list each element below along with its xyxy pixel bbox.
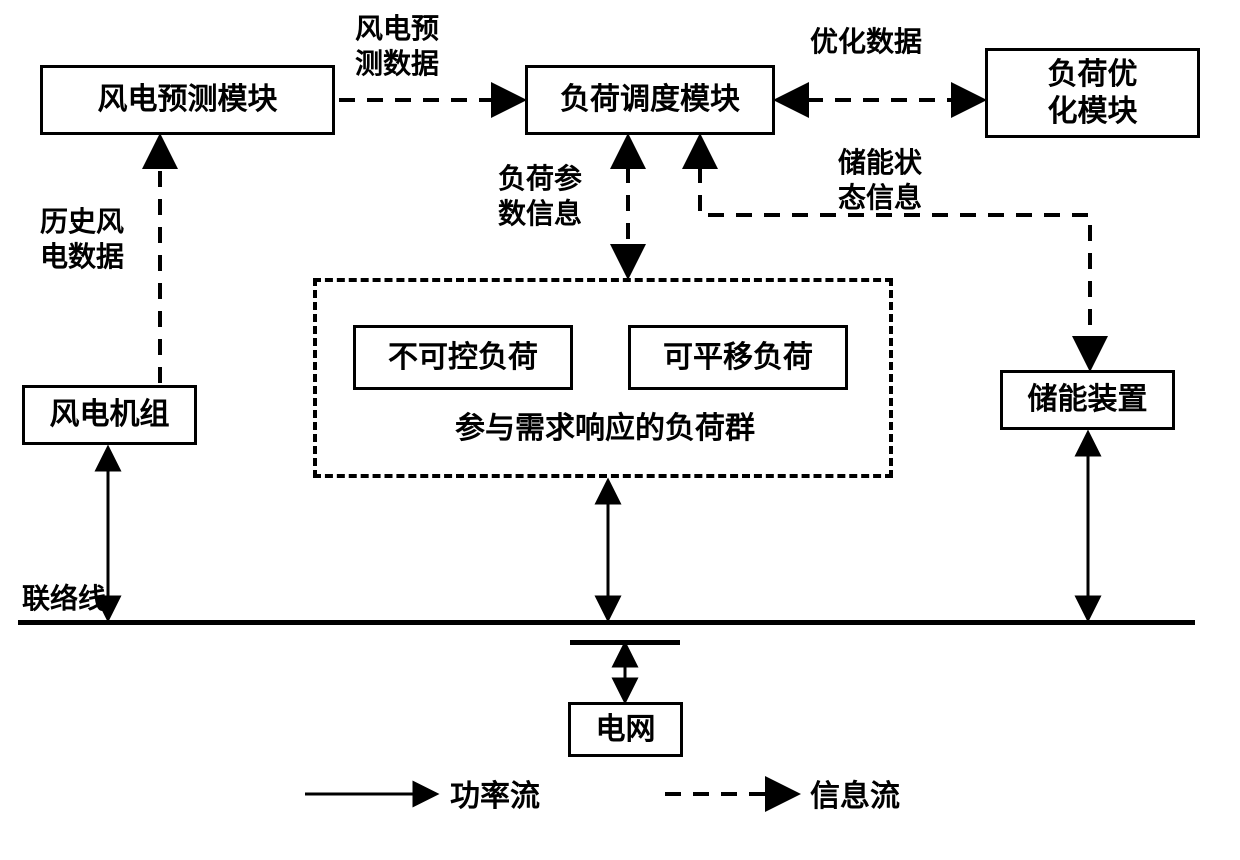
legend-power-flow-label: 功率流: [450, 778, 540, 816]
bus-line-main: [18, 620, 1195, 625]
load-optimize-module: 负荷优 化模块: [985, 48, 1200, 138]
load-dispatch-module: 负荷调度模块: [525, 65, 775, 135]
bus-line-stub: [570, 640, 680, 645]
label-opt-data: 优化数据: [810, 25, 922, 60]
uncontrollable-load: 不可控负荷: [353, 325, 573, 390]
grid-box: 电网: [568, 702, 683, 757]
label-load-param: 负荷参 数信息: [498, 162, 582, 232]
wind-forecast-module: 风电预测模块: [40, 65, 335, 135]
label-historical-wind: 历史风 电数据: [40, 205, 124, 275]
shiftable-load: 可平移负荷: [628, 325, 848, 390]
energy-storage: 储能装置: [1000, 370, 1175, 430]
load-group-caption: 参与需求响应的负荷群: [405, 410, 805, 448]
label-tie-line: 联络线: [22, 582, 106, 617]
label-wind-pred-data: 风电预 测数据: [355, 12, 439, 82]
legend-info-flow-label: 信息流: [810, 778, 900, 816]
label-storage-state: 储能状 态信息: [838, 146, 922, 216]
wind-turbine-unit: 风电机组: [22, 385, 197, 445]
